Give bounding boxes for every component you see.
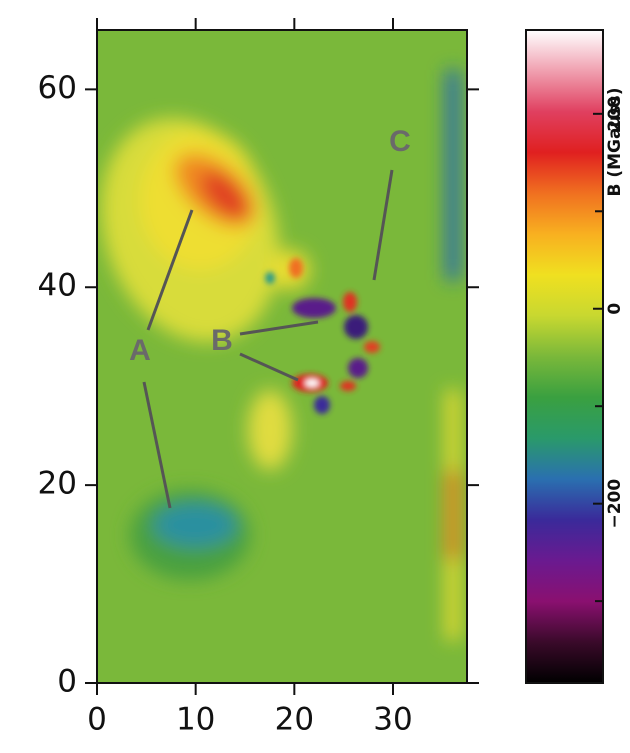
x-tick-label: 0 xyxy=(87,702,107,738)
colorbar-tick-label: 0 xyxy=(605,303,625,315)
colorbar-label: B (MGauss) xyxy=(605,87,625,196)
annotation: C xyxy=(389,125,411,158)
x-tick-label: 30 xyxy=(373,702,412,738)
y-tick-label: 0 xyxy=(57,664,77,700)
annotation: A xyxy=(129,334,151,367)
annotation-lines xyxy=(142,169,394,509)
y-tick-label: 20 xyxy=(38,466,77,502)
annotation: B xyxy=(211,324,233,357)
x-tick-label: 20 xyxy=(275,702,314,738)
colorbar-tick-label: −200 xyxy=(605,479,625,529)
field xyxy=(97,30,467,683)
plot-frame xyxy=(96,29,468,684)
y-tick-label: 60 xyxy=(38,70,77,106)
x-tick-label: 10 xyxy=(176,702,215,738)
y-tick-label: 40 xyxy=(38,268,77,304)
colorbar-tick-label: 200 xyxy=(605,96,625,132)
colorbar xyxy=(525,29,604,684)
